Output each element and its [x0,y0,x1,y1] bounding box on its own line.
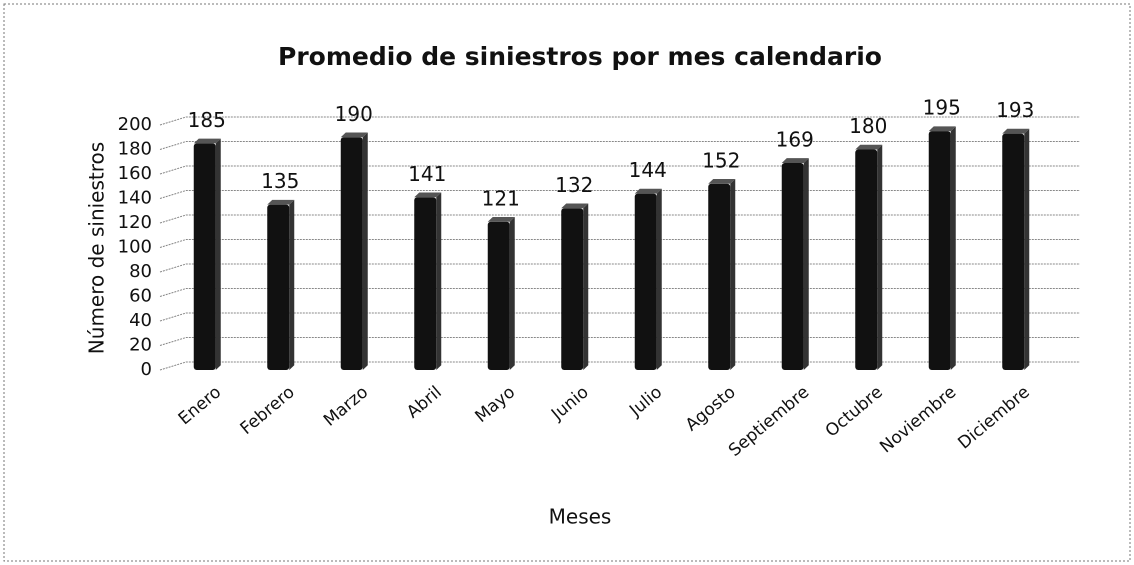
bar-top [781,158,809,163]
x-tick-label: Septiembre [725,382,813,461]
grid-line [159,141,1080,150]
bar-top [340,132,368,138]
x-tick-label: Noviembre [876,382,960,457]
bar-side [730,179,736,370]
x-tick-label: Julio [625,382,666,421]
bar [708,183,731,370]
bar-side [1024,128,1030,370]
x-tick-label: Mayo [471,382,519,427]
y-tick-label: 160 [118,163,152,184]
bar [193,143,216,370]
y-tick-label: 20 [129,335,152,356]
grid-line [159,116,1080,126]
x-tick-label: Enero [175,382,225,429]
x-tick-label: Febrero [237,382,299,439]
bar [487,221,510,370]
x-tick-label: Octubre [822,382,887,441]
bar-top [193,138,221,144]
data-label: 152 [702,148,740,172]
data-label: 185 [188,108,226,132]
x-tick-label: Marzo [320,382,372,430]
bar-side [803,158,809,370]
bar-top [414,192,442,198]
bar-top [267,199,295,205]
bar-side [362,132,368,370]
data-label: 144 [629,158,667,182]
grid-line [159,190,1080,199]
grid-line [159,239,1080,248]
y-tick-label: 140 [118,188,152,209]
chart-title: Promedio de siniestros por mes calendari… [278,42,882,71]
y-tick-label: 80 [129,261,152,282]
frame [3,3,1131,562]
x-tick-label: Junio [547,382,593,425]
bar [634,193,657,370]
data-label: 180 [849,114,887,138]
bar-top [855,144,883,150]
grid-line [159,165,1080,175]
x-tick-label: Abril [403,382,446,422]
data-label: 132 [555,173,593,197]
bar [781,162,804,370]
x-tick-label: Agosto [682,382,740,435]
x-axis-label: Meses [549,505,612,529]
data-label: 193 [996,98,1034,122]
grid-line [159,361,1080,371]
bar-side [656,188,662,370]
grid-line [159,288,1080,297]
bar [855,149,878,370]
y-tick-label: 200 [118,114,152,135]
y-tick-label: 40 [129,310,152,331]
y-tick-label: 100 [118,237,152,258]
y-tick-label: 120 [118,212,152,233]
data-label: 141 [408,162,446,186]
bar [414,197,437,370]
x-tick-label: Diciembre [954,382,1033,453]
bar [561,208,584,370]
bar-top [487,216,515,222]
bar [1002,133,1025,370]
bar-top [928,126,956,132]
bar [928,131,951,370]
y-axis-label: Número de siniestros [85,142,109,354]
bar-top [1002,128,1030,134]
y-tick-label: 180 [118,139,152,160]
bar [340,137,363,370]
bar-side [583,203,589,370]
grid-line [159,337,1080,346]
grid-line [159,214,1080,224]
bar [267,204,290,370]
data-label: 135 [261,169,299,193]
bar-side [289,199,295,370]
bar-side [215,138,221,370]
bar-side [436,192,442,370]
bar-top [561,203,589,209]
bar-side [877,144,883,370]
grid-line [159,263,1080,273]
data-label: 121 [482,186,520,210]
y-tick-label: 0 [141,359,152,380]
data-label: 190 [335,102,373,126]
y-tick-label: 60 [129,286,152,307]
bar-side [509,216,515,370]
bar-top [708,179,736,184]
bar-side [950,126,956,370]
grid-line [159,312,1080,322]
data-label: 169 [776,127,814,151]
bar-top [634,188,662,194]
data-label: 195 [923,96,961,120]
